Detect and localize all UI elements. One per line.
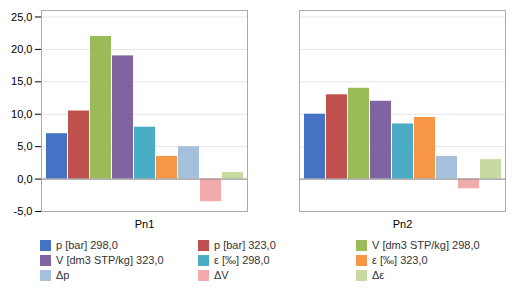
html-text:ΔV: ΔV xyxy=(214,269,229,281)
html-text:p [bar] 298,0: p [bar] 298,0 xyxy=(56,239,118,251)
html-text:Δε: Δε xyxy=(372,269,385,281)
svg-text:10,0: 10,0 xyxy=(11,108,32,120)
svg-text:5,0: 5,0 xyxy=(17,140,32,152)
html-text:p [bar] 323,0: p [bar] 323,0 xyxy=(214,239,276,251)
html-text:V [dm3 STP/kg] 298,0: V [dm3 STP/kg] 298,0 xyxy=(372,239,480,251)
svg-text:0,0: 0,0 xyxy=(17,173,32,185)
svg-text:Pn1: Pn1 xyxy=(135,218,155,230)
html-text:Δp: Δp xyxy=(56,269,70,281)
svg-text:Pn2: Pn2 xyxy=(393,218,413,230)
svg-text:25,0: 25,0 xyxy=(11,11,32,23)
svg-text:-5,0: -5,0 xyxy=(14,205,33,217)
html-text:V [dm3 STP/kg] 323,0: V [dm3 STP/kg] 323,0 xyxy=(56,254,164,266)
html-text:ε [‰] 298,0: ε [‰] 298,0 xyxy=(214,254,270,266)
html-text:ε [‰] 323,0: ε [‰] 323,0 xyxy=(372,254,428,266)
svg-text:20,0: 20,0 xyxy=(11,43,32,55)
svg-text:15,0: 15,0 xyxy=(11,75,32,87)
